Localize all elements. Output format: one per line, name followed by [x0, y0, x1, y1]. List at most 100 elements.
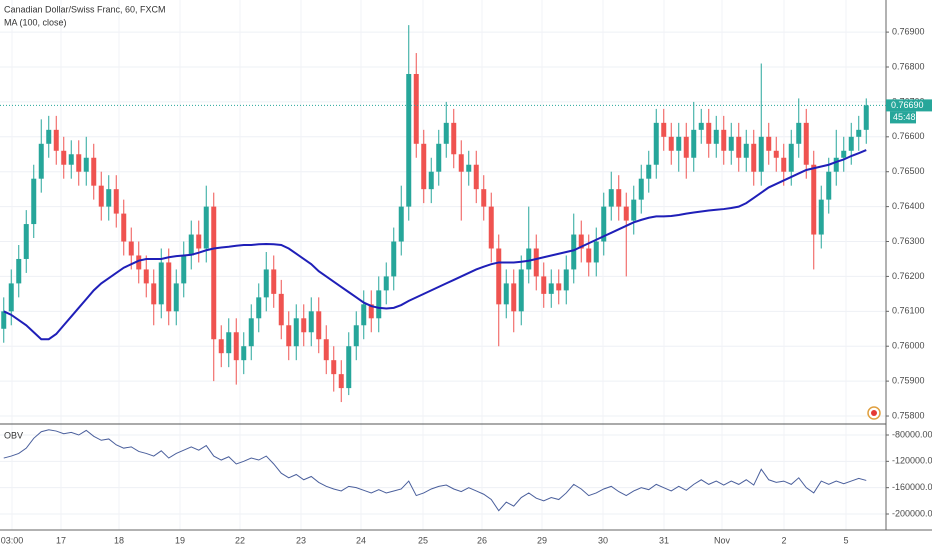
x-tick-label: 26	[477, 535, 487, 545]
candle-body	[593, 241, 599, 263]
x-tick-label: 2	[781, 535, 786, 545]
obv-line	[3, 429, 867, 512]
candle-body	[653, 122, 659, 165]
candle-body	[841, 150, 847, 158]
candle-body	[106, 189, 112, 207]
x-tick-label: 18	[114, 535, 124, 545]
candle-body	[533, 248, 539, 277]
y-tick-label: 0.76900	[892, 26, 925, 36]
candle-body	[113, 189, 119, 214]
candle-body	[23, 224, 29, 259]
candle-body	[143, 269, 149, 284]
candle-body	[736, 136, 742, 158]
candle-body	[406, 73, 412, 207]
candle-body	[136, 255, 142, 270]
candle-body	[526, 248, 532, 270]
x-tick-label: 30	[598, 535, 608, 545]
candle-body	[683, 136, 689, 158]
candle-body	[391, 241, 397, 277]
x-tick-label: 17	[56, 535, 66, 545]
candle-body	[451, 122, 457, 155]
candle-body	[38, 143, 44, 179]
candle-body	[151, 283, 157, 305]
y-tick-label: 0.76800	[892, 61, 925, 71]
candle-body	[563, 269, 569, 291]
candle-body	[203, 206, 209, 249]
candle-body	[848, 136, 854, 151]
candle-body	[308, 311, 314, 333]
candle-body	[61, 150, 67, 165]
y-tick-label: 0.75800	[892, 410, 925, 420]
candle-body	[863, 105, 869, 130]
candle-body	[248, 318, 254, 347]
y-tick-label: 0.76100	[892, 306, 925, 316]
candle-body	[721, 129, 727, 151]
candle-body	[751, 143, 757, 172]
candle-body	[503, 283, 509, 305]
candle-body	[511, 283, 517, 312]
candle-body	[833, 157, 839, 172]
last-price-box	[886, 99, 932, 112]
y2-tick-label: -120000.0000	[892, 456, 932, 466]
x-tick-label: 19	[175, 535, 185, 545]
candle-body	[728, 136, 734, 151]
candle-body	[353, 325, 359, 347]
candle-body	[211, 206, 217, 340]
candle-body	[661, 122, 667, 137]
candle-body	[631, 199, 637, 221]
candle-body	[233, 332, 239, 361]
candle-body	[758, 136, 764, 172]
candle-body	[443, 122, 449, 144]
candle-body	[781, 157, 787, 172]
x-tick-label: 03:00	[1, 535, 24, 545]
candle-body	[578, 234, 584, 249]
y-tick-label: 0.76000	[892, 341, 925, 351]
candle-body	[413, 73, 419, 144]
candle-body	[556, 283, 562, 291]
candle-body	[158, 262, 164, 305]
candle-body	[91, 157, 97, 186]
candle-body	[646, 164, 652, 179]
candle-body	[826, 171, 832, 200]
candle-body	[1, 311, 7, 329]
candle-body	[263, 269, 269, 298]
candle-body	[128, 241, 134, 256]
candle-body	[173, 283, 179, 312]
candle-body	[571, 234, 577, 270]
candle-body	[293, 318, 299, 347]
candle-body	[166, 262, 172, 312]
candle-body	[46, 129, 52, 144]
countdown-box	[890, 111, 916, 124]
candle-body	[8, 283, 14, 312]
candle-body	[383, 276, 389, 291]
candle-body	[698, 122, 704, 130]
candle-body	[608, 189, 614, 207]
candle-body	[278, 293, 284, 326]
y-tick-label: 0.76200	[892, 271, 925, 281]
x-tick-label: 31	[659, 535, 669, 545]
candle-body	[271, 269, 277, 294]
y-tick-label: 0.75900	[892, 375, 925, 385]
x-tick-label: 25	[418, 535, 428, 545]
candle-body	[331, 360, 337, 375]
candle-body	[346, 346, 352, 389]
candle-body	[458, 154, 464, 172]
candle-body	[226, 332, 232, 354]
candle-body	[323, 339, 329, 361]
y2-tick-label: -80000.0000	[892, 429, 932, 439]
indicator-label: MA (100, close)	[4, 17, 67, 27]
candle-body	[706, 122, 712, 144]
candle-body	[811, 164, 817, 235]
candle-body	[586, 248, 592, 263]
candle-body	[218, 339, 224, 354]
candle-body	[98, 185, 104, 207]
candle-body	[301, 318, 307, 333]
candle-body	[518, 269, 524, 312]
y2-tick-label: -160000.0000	[892, 482, 932, 492]
candle-body	[803, 122, 809, 165]
candle-body	[121, 213, 127, 242]
x-tick-label: 22	[235, 535, 245, 545]
candle-body	[338, 374, 344, 389]
candle-body	[196, 234, 202, 249]
